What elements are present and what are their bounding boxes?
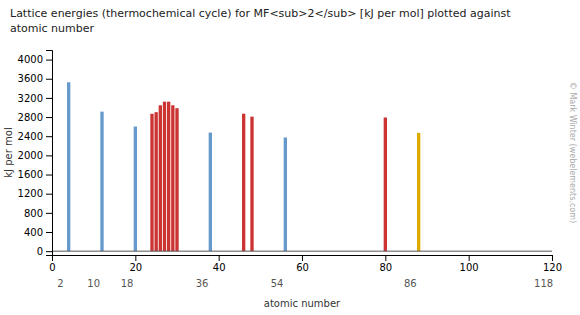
- plot: 0400800120016002000240028003200360040000…: [18, 51, 563, 290]
- x-tick-mark: [219, 255, 220, 261]
- bar: [163, 102, 166, 251]
- y-tick: 4000: [18, 54, 52, 65]
- bar: [134, 127, 137, 252]
- y-tick-label: 2000: [18, 150, 43, 161]
- chart: Lattice energies (thermochemical cycle) …: [0, 0, 580, 315]
- y-tick: 3600: [18, 73, 52, 84]
- y-tick: 3200: [18, 93, 52, 104]
- bar: [250, 117, 253, 252]
- x2-tick-label: 118: [534, 278, 553, 289]
- y-tick-mark: [46, 175, 52, 176]
- y-tick-mark: [46, 98, 52, 99]
- x2-tick-label: 10: [87, 278, 100, 289]
- y-tick: 2400: [18, 131, 52, 142]
- x2-labels: 2 10 18 36 54 86 118: [57, 278, 553, 289]
- y-tick-mark: [46, 60, 52, 61]
- zero-line: [52, 251, 552, 252]
- bar: [242, 114, 245, 251]
- y-tick-label: 800: [24, 208, 43, 219]
- x-tick: 60: [296, 255, 309, 273]
- x2-tick-label: 36: [196, 278, 209, 289]
- annotation: © Mark Winter (webelements.com): [568, 82, 577, 223]
- x-tick-mark: [52, 255, 53, 261]
- y-axis-title: kJ per mol: [3, 127, 14, 177]
- x-tick-label: 40: [213, 262, 226, 273]
- x-tick: 120: [543, 255, 562, 273]
- x-axis: 0 20 40 60 80 100 120: [49, 255, 562, 273]
- bars: [67, 82, 420, 251]
- y-tick-mark: [46, 232, 52, 233]
- bar: [384, 117, 387, 251]
- x-tick-label: 0: [49, 262, 55, 273]
- bar: [155, 112, 158, 251]
- y-tick-label: 3200: [18, 93, 43, 104]
- x-tick-label: 60: [296, 262, 309, 273]
- title: Lattice energies (thermochemical cycle) …: [10, 7, 511, 20]
- bar: [159, 105, 162, 251]
- x2-tick-label: 54: [271, 278, 284, 289]
- y-tick: 800: [24, 208, 52, 219]
- y-tick: 400: [24, 227, 52, 238]
- y-tick: 2800: [18, 112, 52, 123]
- y-tick-mark: [46, 213, 52, 214]
- bar: [284, 138, 287, 252]
- bar: [209, 133, 212, 252]
- subtitle: atomic number: [10, 22, 95, 35]
- x-tick-mark: [135, 255, 136, 261]
- bar: [100, 112, 103, 252]
- x2-tick-label: 2: [57, 278, 63, 289]
- bar: [417, 133, 420, 251]
- x2-tick-label: 86: [404, 278, 417, 289]
- y-tick-label: 1600: [18, 169, 43, 180]
- x-tick: 0: [49, 255, 55, 273]
- x-tick-label: 120: [543, 262, 562, 273]
- y-tick-mark: [46, 136, 52, 137]
- bar: [67, 82, 70, 251]
- y-tick-mark: [46, 251, 52, 252]
- y-tick-label: 3600: [18, 73, 43, 84]
- x-tick-label: 80: [379, 262, 392, 273]
- x-tick: 20: [129, 255, 142, 273]
- x-tick: 40: [213, 255, 226, 273]
- y-tick-mark: [46, 155, 52, 156]
- y-tick-label: 400: [24, 227, 43, 238]
- x-axis-title: atomic number: [264, 298, 341, 309]
- y-tick-label: 1200: [18, 188, 43, 199]
- x-tick-mark: [552, 255, 553, 261]
- bar: [167, 102, 170, 251]
- bar: [150, 114, 153, 251]
- y-tick: 1600: [18, 169, 52, 180]
- y-tick-mark: [46, 194, 52, 195]
- x-tick-mark: [385, 255, 386, 261]
- x-tick: 100: [460, 255, 479, 273]
- y-axis: 0 400 800 1200 1600 2000 2400 2800 3200 3600 4000: [18, 51, 53, 257]
- x2-tick-label: 18: [121, 278, 134, 289]
- bar: [171, 105, 174, 251]
- y-tick-mark: [46, 117, 52, 118]
- y-tick-label: 2800: [18, 112, 43, 123]
- x-tick-mark: [302, 255, 303, 261]
- x-tick-label: 20: [129, 262, 142, 273]
- y-tick: 1200: [18, 188, 52, 199]
- x-axis-line: [53, 256, 553, 262]
- y-tick-mark: [46, 79, 52, 80]
- x-tick-mark: [469, 255, 470, 261]
- bar: [175, 108, 178, 251]
- y-axis-line: [46, 51, 53, 256]
- y-tick: 0: [37, 246, 52, 257]
- y-tick: 2000: [18, 150, 52, 161]
- y-tick-label: 2400: [18, 131, 43, 142]
- y-tick-label: 0: [37, 246, 43, 257]
- x-tick-label: 100: [460, 262, 479, 273]
- y-tick-label: 4000: [18, 54, 43, 65]
- x-tick: 80: [379, 255, 392, 273]
